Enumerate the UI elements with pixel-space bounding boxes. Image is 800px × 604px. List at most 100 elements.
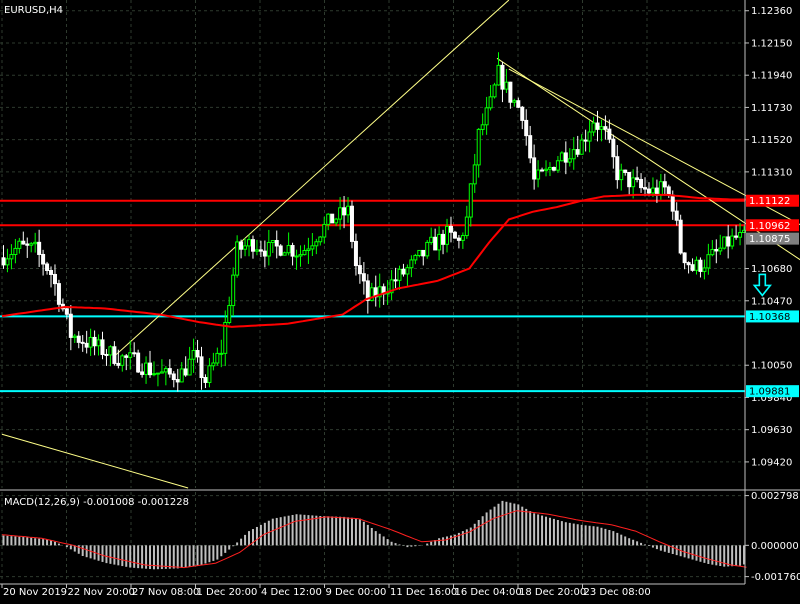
candle [346, 197, 351, 223]
candle [167, 359, 172, 378]
candle-body [643, 187, 648, 190]
candle [393, 267, 398, 289]
candle [357, 256, 362, 284]
candle-body [595, 122, 600, 130]
candle-body [738, 232, 743, 238]
candle-body [742, 229, 747, 234]
current-price-badge[interactable]: 1.10875 [746, 232, 799, 246]
candle-body [448, 225, 453, 233]
candle [540, 167, 545, 172]
candle-body [722, 236, 727, 249]
candle-body [183, 368, 188, 376]
candle [738, 223, 743, 246]
candle [294, 249, 299, 270]
candle [516, 97, 521, 109]
candle-body [167, 368, 172, 375]
candle [92, 330, 97, 356]
candle-body [235, 241, 240, 276]
horizontal-levels[interactable] [0, 199, 745, 393]
candle-body [686, 262, 691, 266]
candle [623, 169, 628, 176]
down-arrow-shape [752, 273, 772, 297]
price-tick-label: 1.09420 [751, 457, 792, 468]
candle-body [199, 356, 204, 379]
price-tick-label: 1.11730 [751, 103, 792, 114]
candle [306, 237, 311, 264]
resistance-price-badge[interactable]: 1.11122 [746, 194, 799, 208]
candle-body [579, 139, 584, 155]
candle [405, 264, 410, 287]
candle-body [488, 96, 493, 109]
candle-body [409, 259, 414, 269]
candle [678, 214, 683, 255]
candle [151, 361, 156, 377]
candle [207, 358, 212, 388]
candle-body [76, 335, 81, 343]
candle-body [310, 245, 315, 250]
candle-body [231, 274, 236, 307]
candle [322, 216, 327, 244]
candle-body [607, 128, 612, 140]
badge-label: 1.09881 [749, 387, 790, 398]
candle-body [258, 249, 263, 252]
candle [219, 339, 224, 368]
candle [262, 240, 267, 268]
candle-body [611, 138, 616, 158]
candle-body [191, 350, 196, 360]
candle [694, 256, 699, 275]
candle-body [631, 177, 636, 188]
candle-body [219, 352, 224, 355]
candle-body [666, 186, 671, 196]
candle [619, 163, 624, 191]
candle [179, 362, 184, 383]
trendline[interactable] [112, 0, 510, 358]
candle-body [322, 223, 327, 238]
candle [674, 202, 679, 226]
candle [702, 259, 707, 280]
support-price-badge[interactable]: 1.09881 [746, 385, 799, 398]
candle-body [353, 240, 358, 267]
resistance-price-badge[interactable]: 1.10962 [746, 219, 799, 232]
trendline[interactable] [508, 68, 800, 242]
candle-body [247, 239, 252, 247]
candle-body [104, 353, 109, 356]
macd-signal-line [1, 510, 747, 569]
candle [195, 339, 200, 363]
time-tick-label: 23 Dec 08:00 [584, 587, 651, 598]
candle [45, 261, 50, 275]
candle [615, 145, 620, 189]
candle-body [290, 245, 295, 257]
candle-body [9, 254, 14, 260]
candle-body [68, 313, 73, 338]
candle-body [116, 362, 121, 366]
trendline[interactable] [1, 433, 189, 489]
candle-body [710, 249, 715, 256]
candle-body [591, 122, 596, 133]
candle-body [56, 283, 61, 305]
candle-body [389, 279, 394, 294]
candle-body [559, 152, 564, 162]
candle-body [1, 257, 6, 266]
candle [88, 328, 93, 356]
candle [464, 205, 469, 239]
candle [116, 349, 121, 369]
candle-body [421, 249, 426, 257]
candle [536, 160, 541, 188]
badge-label: 1.10368 [749, 312, 790, 323]
candle-body [571, 149, 576, 160]
candle-body [524, 119, 529, 137]
support-price-badge[interactable]: 1.10368 [746, 310, 799, 323]
candle [266, 229, 271, 266]
badge-bg [746, 219, 799, 232]
candle [488, 84, 493, 111]
candle [524, 109, 529, 146]
candle [480, 113, 485, 136]
candle [239, 239, 244, 259]
macd-pane [0, 489, 800, 570]
candle-body [615, 156, 620, 181]
candle-body [112, 346, 117, 364]
candle [108, 345, 113, 367]
candle-body [159, 371, 164, 374]
